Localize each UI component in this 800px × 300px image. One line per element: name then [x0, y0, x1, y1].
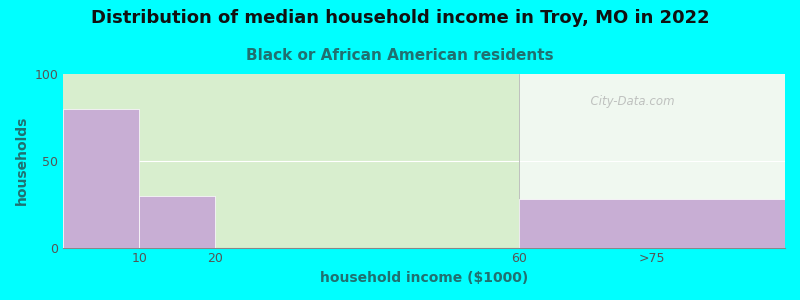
Bar	[63, 109, 139, 247]
X-axis label: household income ($1000): household income ($1000)	[320, 271, 528, 285]
Bar	[519, 199, 785, 248]
Y-axis label: households: households	[15, 116, 29, 206]
Text: Black or African American residents: Black or African American residents	[246, 48, 554, 63]
Bar	[139, 196, 215, 247]
Text: City-Data.com: City-Data.com	[583, 95, 674, 108]
Text: Distribution of median household income in Troy, MO in 2022: Distribution of median household income …	[90, 9, 710, 27]
Bar	[63, 74, 519, 247]
